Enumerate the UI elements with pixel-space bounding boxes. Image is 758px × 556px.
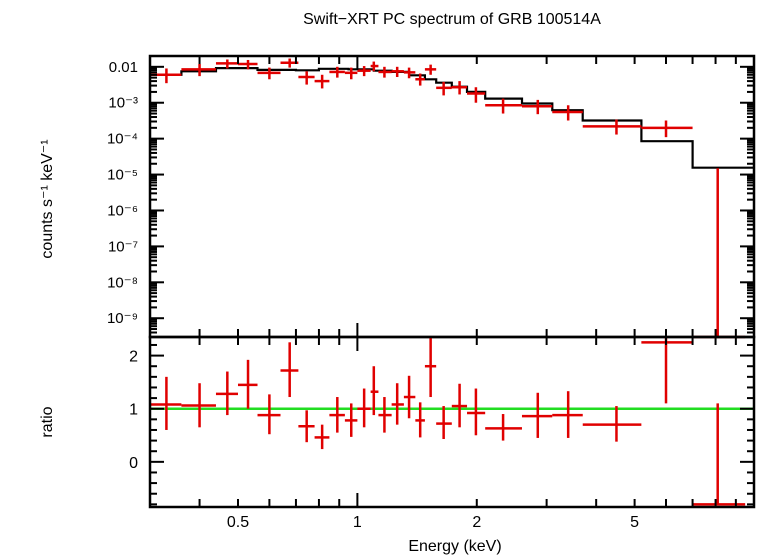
upper-plot-data [150,58,754,339]
upper-axes: 0.01 10⁻³ 10⁻⁴ 10⁻⁵ 10⁻⁶ 10⁻⁷ 10⁻⁸ 10⁻⁹ [107,55,754,338]
ratio-point [298,410,315,443]
ratio-point [692,403,746,506]
data-point [403,67,416,79]
ratio-point [391,383,404,425]
lower-y-axis-label: ratio [39,406,56,437]
data-point [552,105,583,121]
lower-panel-frame [148,335,756,509]
y-tick-label: 10⁻⁸ [107,274,138,291]
x-tick-label: 1 [353,514,362,531]
data-point [370,61,379,72]
ratio-point [150,376,182,430]
data-point [378,66,392,78]
ratio-point [552,391,583,438]
ratio-point [378,397,392,433]
chart-title: Swift−XRT PC spectrum of GRB 100514A [303,11,601,28]
data-point [582,119,642,135]
data-point [298,71,315,85]
y-tick-label: 10⁻⁵ [107,167,138,184]
upper-panel: 0.01 10⁻³ 10⁻⁴ 10⁻⁵ 10⁻⁶ 10⁻⁷ 10⁻⁸ 10⁻⁹ counts … [39,54,756,339]
data-point [641,120,693,138]
data-point [485,98,522,114]
ratio-point [641,337,693,404]
ratio-point [257,394,281,435]
y-tick-label: 10⁻⁷ [108,238,138,255]
y-tick-label: 10⁻⁶ [107,202,138,219]
data-point [357,66,371,77]
data-point [344,67,358,80]
ratio-point [357,388,371,428]
data-point [181,63,216,77]
data-point [415,73,425,86]
ratio-point [415,402,425,438]
data-point [237,59,258,70]
ratio-point [403,375,416,419]
y-tick-label: 2 [129,349,138,366]
ratio-point [344,403,358,437]
ratio-point [521,392,553,438]
data-point [436,81,452,96]
x-tick-label: 0.5 [227,514,249,531]
model-step-line [150,67,754,169]
data-point [391,66,404,78]
data-point [329,66,345,78]
ratio-point [280,342,299,398]
ratio-point [181,383,216,428]
y-tick-label: 10⁻³ [108,95,138,112]
data-point [215,59,238,69]
data-point [314,74,330,89]
y-tick-label: 0 [129,455,138,472]
y-tick-label: 1 [129,402,138,419]
x-tick-label: 5 [630,514,639,531]
data-point [692,168,746,339]
data-point [467,87,486,103]
data-point [451,81,468,95]
x-tick-label: 2 [472,514,481,531]
ratio-point [582,406,642,442]
ratio-point [370,366,379,416]
upper-panel-frame [148,54,756,339]
upper-y-axis-label: counts s⁻¹ keV⁻¹ [39,139,56,258]
ratio-point [436,406,452,439]
lower-plot-data [150,337,754,506]
ratio-point [451,383,468,428]
x-axis-label: Energy (keV) [408,538,501,555]
ratio-point [237,359,258,409]
data-point [521,99,553,115]
ratio-point [467,388,486,436]
lower-axes: 0 1 2 0.5 1 2 5 [129,337,754,531]
y-tick-label: 10⁻⁴ [107,131,138,148]
ratio-point [485,414,522,441]
y-tick-label: 0.01 [109,59,138,76]
data-point [257,67,281,80]
ratio-point [329,397,345,433]
lower-panel: 0 1 2 0.5 1 2 5 ratio Energy (keV) [39,335,756,555]
ratio-point [424,337,437,398]
data-point [424,64,437,75]
ratio-point [314,424,330,450]
ratio-point [215,371,238,416]
y-tick-label: 10⁻⁹ [107,310,138,327]
